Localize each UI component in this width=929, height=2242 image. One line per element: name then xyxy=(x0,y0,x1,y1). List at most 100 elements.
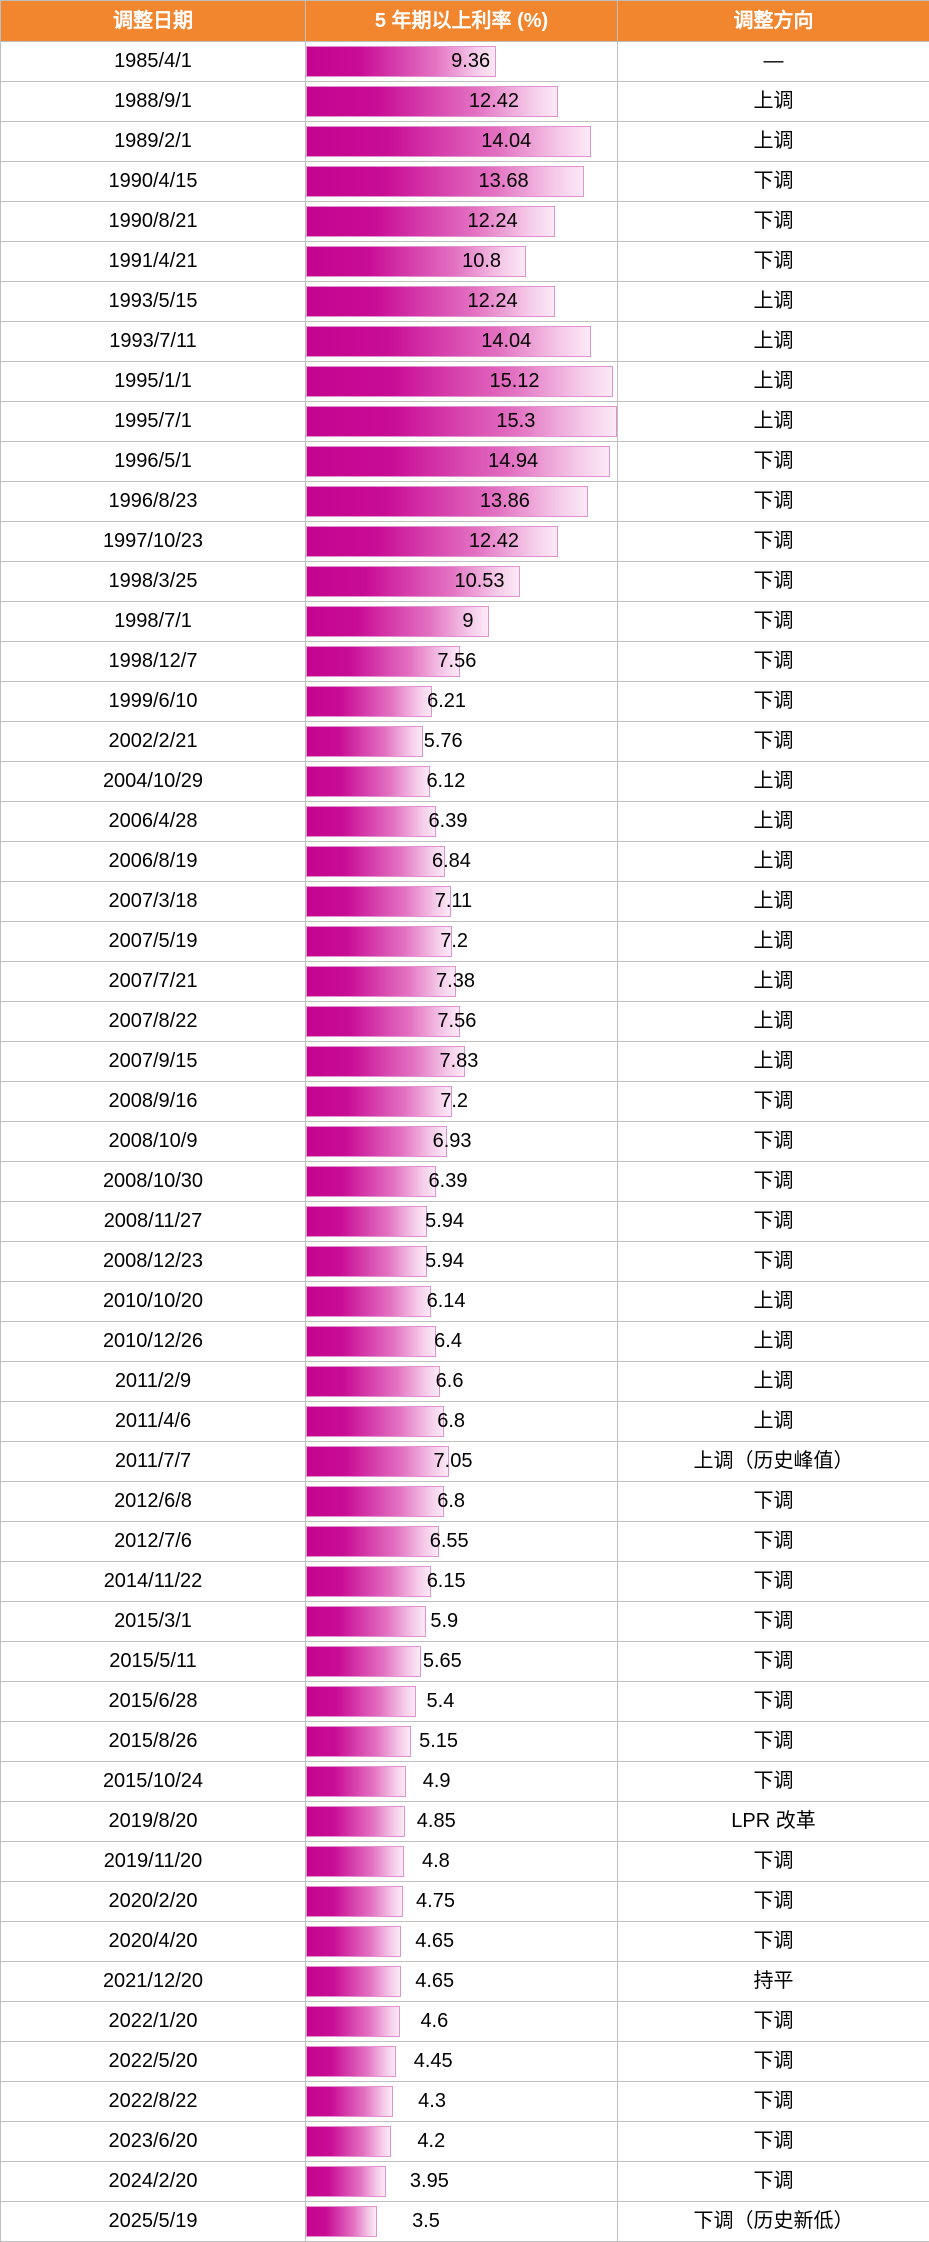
rate-cell: 5.9 xyxy=(306,1602,618,1642)
direction-cell: 上调 xyxy=(618,282,929,322)
rate-bar xyxy=(306,2006,400,2037)
rate-cell: 6.39 xyxy=(306,1162,618,1202)
date-cell: 2011/7/7 xyxy=(1,1442,306,1482)
rate-bar xyxy=(306,1286,431,1317)
rate-value-label: 3.5 xyxy=(412,2202,440,2241)
rate-bar xyxy=(306,806,436,837)
date-cell: 2012/7/6 xyxy=(1,1522,306,1562)
rate-cell: 5.94 xyxy=(306,1202,618,1242)
rate-value-label: 7.2 xyxy=(440,922,468,961)
direction-cell: 下调 xyxy=(618,2122,929,2162)
rate-cell: 4.65 xyxy=(306,1962,618,2002)
direction-cell: 下调 xyxy=(618,562,929,602)
rate-value-label: 7.56 xyxy=(437,1002,476,1041)
rate-value-label: 15.3 xyxy=(496,402,535,441)
rate-value-label: 9 xyxy=(462,602,473,641)
direction-cell: 下调 xyxy=(618,722,929,762)
rate-value-label: 5.15 xyxy=(419,1722,458,1761)
date-cell: 2015/5/11 xyxy=(1,1642,306,1682)
rate-cell: 14.04 xyxy=(306,322,618,362)
rate-cell: 4.8 xyxy=(306,1842,618,1882)
rate-cell: 5.15 xyxy=(306,1722,618,1762)
rate-bar xyxy=(306,2166,386,2197)
direction-cell: 下调 xyxy=(618,1882,929,1922)
rate-value-label: 5.65 xyxy=(423,1642,462,1681)
date-cell: 1990/4/15 xyxy=(1,162,306,202)
rate-cell: 14.04 xyxy=(306,122,618,162)
direction-cell: 下调 xyxy=(618,162,929,202)
rate-cell: 4.45 xyxy=(306,2042,618,2082)
rate-value-label: 6.39 xyxy=(429,802,468,841)
date-cell: 2002/2/21 xyxy=(1,722,306,762)
rate-cell: 6.84 xyxy=(306,842,618,882)
rate-value-label: 10.53 xyxy=(455,562,505,601)
rate-bar xyxy=(306,1806,405,1837)
rate-cell: 12.42 xyxy=(306,82,618,122)
rate-value-label: 10.8 xyxy=(462,242,501,281)
date-cell: 1997/10/23 xyxy=(1,522,306,562)
rate-bar xyxy=(306,86,558,117)
direction-cell: 下调 xyxy=(618,442,929,482)
rate-value-label: 5.4 xyxy=(427,1682,455,1721)
rate-value-label: 12.42 xyxy=(469,522,519,561)
rate-cell: 6.93 xyxy=(306,1122,618,1162)
rate-bar xyxy=(306,326,591,357)
date-cell: 2006/4/28 xyxy=(1,802,306,842)
date-cell: 1998/3/25 xyxy=(1,562,306,602)
date-cell: 2015/8/26 xyxy=(1,1722,306,1762)
direction-cell: 上调 xyxy=(618,362,929,402)
rate-cell: 13.86 xyxy=(306,482,618,522)
rate-value-label: 6.55 xyxy=(430,1522,469,1561)
rate-bar xyxy=(306,1126,447,1157)
rate-cell: 7.2 xyxy=(306,922,618,962)
date-cell: 2007/8/22 xyxy=(1,1002,306,1042)
rate-cell: 4.9 xyxy=(306,1762,618,1802)
date-cell: 1999/6/10 xyxy=(1,682,306,722)
rate-bar xyxy=(306,1406,444,1437)
date-cell: 2022/8/22 xyxy=(1,2082,306,2122)
rate-cell: 7.56 xyxy=(306,1002,618,1042)
rate-bar xyxy=(306,1246,427,1277)
rate-cell: 6.8 xyxy=(306,1482,618,1522)
rate-cell: 6.21 xyxy=(306,682,618,722)
date-cell: 1989/2/1 xyxy=(1,122,306,162)
direction-cell: 下调 xyxy=(618,1922,929,1962)
rate-bar xyxy=(306,1566,431,1597)
rate-value-label: 6.4 xyxy=(434,1322,462,1361)
rate-value-label: 7.38 xyxy=(436,962,475,1001)
rate-value-label: 4.75 xyxy=(416,1882,455,1921)
rate-cell: 15.3 xyxy=(306,402,618,442)
direction-cell: 上调 xyxy=(618,1402,929,1442)
direction-cell: 下调 xyxy=(618,1682,929,1722)
rate-cell: 7.11 xyxy=(306,882,618,922)
date-cell: 2007/9/15 xyxy=(1,1042,306,1082)
rate-cell: 9.36 xyxy=(306,42,618,82)
rate-value-label: 4.65 xyxy=(415,1962,454,2001)
date-cell: 1996/8/23 xyxy=(1,482,306,522)
rate-value-label: 14.04 xyxy=(481,122,531,161)
date-cell: 2020/2/20 xyxy=(1,1882,306,1922)
date-cell: 2015/3/1 xyxy=(1,1602,306,1642)
table-header: 调整日期 5 年期以上利率 (%) 调整方向 xyxy=(1,1,929,42)
rate-value-label: 7.05 xyxy=(434,1442,473,1481)
